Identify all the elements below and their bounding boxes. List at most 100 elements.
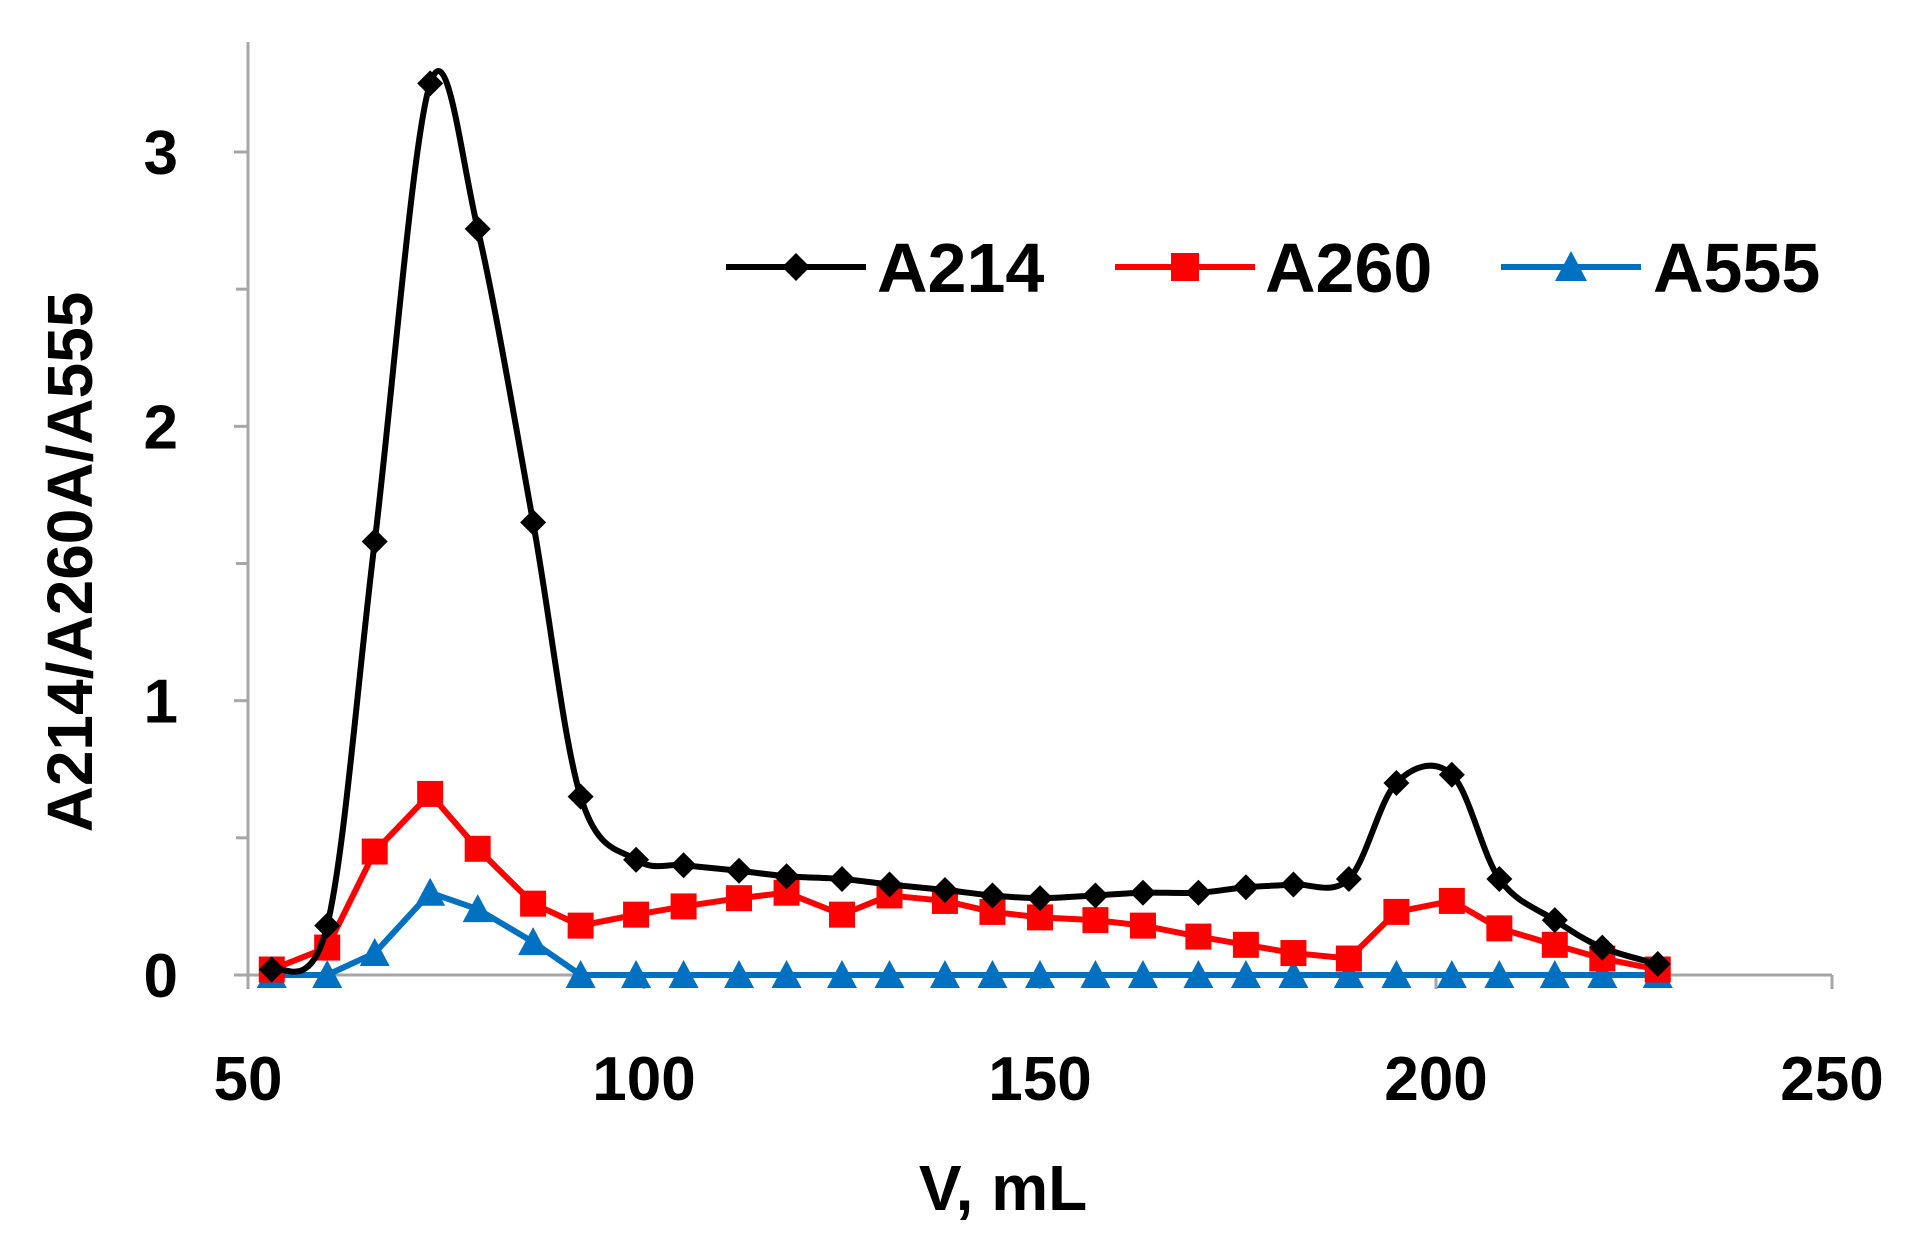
data-point-a260 <box>1280 940 1307 967</box>
data-point-a260 <box>567 912 594 939</box>
data-point-a555 <box>724 960 755 988</box>
data-point-a260 <box>829 901 855 928</box>
data-point-a214 <box>931 876 958 903</box>
data-point-a555 <box>1484 960 1515 988</box>
data-point-a214 <box>567 783 594 810</box>
x-tick-label: 100 <box>592 1045 695 1114</box>
data-point-a555 <box>1381 960 1412 988</box>
y-tick-label: 0 <box>144 942 178 1011</box>
data-point-a214 <box>1438 761 1465 788</box>
data-point-a260 <box>1383 898 1410 925</box>
x-tick-label: 200 <box>1384 1045 1487 1114</box>
data-point-a214 <box>1027 885 1053 912</box>
series-a214 <box>258 68 1671 983</box>
data-point-a260 <box>1185 923 1212 950</box>
data-point-a214 <box>314 912 341 939</box>
data-point-a260 <box>1438 887 1465 914</box>
data-point-a214 <box>1486 865 1513 892</box>
legend: A214 A260 A555 <box>726 229 1820 307</box>
data-point-a555 <box>668 960 699 988</box>
data-point-a214 <box>417 70 444 97</box>
data-point-a555 <box>874 960 905 988</box>
data-point-a214 <box>1185 879 1212 906</box>
axes: 0 1 2 3 50 100 150 200 250 <box>144 42 1884 1114</box>
data-point-a555 <box>1436 960 1467 988</box>
data-point-a214 <box>520 509 547 536</box>
data-point-a555 <box>415 877 446 906</box>
data-point-a214 <box>876 871 903 898</box>
legend-item-a214: A214 <box>726 229 1044 307</box>
data-point-a555 <box>771 960 802 988</box>
data-point-a214 <box>773 863 800 890</box>
y-tick-label: 2 <box>144 393 178 462</box>
data-point-a555 <box>929 960 960 988</box>
data-point-a214 <box>979 882 1006 909</box>
data-point-a555 <box>1230 960 1261 988</box>
series-line-a260 <box>270 790 1659 973</box>
data-point-a260 <box>1335 945 1362 972</box>
data-point-a214 <box>1541 907 1568 934</box>
data-point-a555 <box>1333 960 1364 988</box>
data-point-a260 <box>670 893 697 920</box>
x-tick-label: 250 <box>1780 1045 1883 1114</box>
data-point-a214 <box>829 865 855 892</box>
data-point-a214 <box>1280 871 1307 898</box>
data-point-a555 <box>1080 960 1111 988</box>
data-point-a555 <box>827 960 857 988</box>
series-a555 <box>256 877 1673 988</box>
data-point-a214 <box>1644 951 1671 978</box>
data-point-a214 <box>361 528 388 555</box>
legend-item-a555: A555 <box>1501 229 1820 307</box>
legend-marker <box>782 253 810 281</box>
data-point-a260 <box>1541 931 1568 958</box>
data-point-a260 <box>1129 912 1156 939</box>
y-axis-title: A214/A260A/A555 <box>34 292 106 833</box>
series-line-a555 <box>271 889 1658 978</box>
x-tick-label: 150 <box>988 1045 1091 1114</box>
data-point-a555 <box>518 927 549 956</box>
data-point-a260 <box>1232 931 1259 958</box>
legend-marker <box>1171 253 1199 281</box>
data-point-a214 <box>726 857 753 884</box>
data-point-a555 <box>621 960 652 988</box>
legend-marker <box>1555 251 1587 281</box>
plot-area <box>256 68 1673 988</box>
data-point-a214 <box>1335 865 1362 892</box>
data-point-a214 <box>258 956 285 983</box>
data-point-a555 <box>1539 960 1570 988</box>
legend-item-a260: A260 <box>1115 229 1432 307</box>
data-point-a260 <box>1082 907 1109 934</box>
data-point-a555 <box>565 960 596 988</box>
data-point-a555 <box>1587 960 1618 988</box>
x-tick-label: 50 <box>214 1045 283 1114</box>
y-tick-label: 3 <box>144 119 178 188</box>
y-tick-label: 1 <box>144 668 178 737</box>
data-point-a555 <box>312 960 343 988</box>
legend-label: A260 <box>1265 229 1432 307</box>
data-point-a260 <box>1486 915 1513 942</box>
data-point-a555 <box>977 960 1008 988</box>
data-point-a214 <box>623 846 650 873</box>
data-point-a214 <box>1383 769 1410 796</box>
data-point-a260 <box>726 885 753 912</box>
data-point-a214 <box>1129 879 1156 906</box>
data-point-a260 <box>520 890 547 917</box>
data-point-a555 <box>359 938 390 967</box>
x-axis-title: V, mL <box>919 1152 1087 1224</box>
data-point-a214 <box>1232 874 1259 901</box>
data-point-a260 <box>623 901 650 928</box>
data-point-a555 <box>1278 960 1309 988</box>
data-point-a555 <box>1183 960 1214 988</box>
data-point-a555 <box>1127 960 1158 988</box>
series-a260 <box>258 780 1671 983</box>
data-point-a214 <box>1589 934 1616 961</box>
data-point-a214 <box>464 215 491 242</box>
data-point-a214 <box>1082 882 1109 909</box>
data-point-a260 <box>361 838 388 865</box>
data-point-a260 <box>464 835 491 862</box>
data-point-a260 <box>417 780 444 807</box>
data-point-a214 <box>670 852 697 879</box>
data-point-a555 <box>462 894 493 923</box>
data-point-a555 <box>1025 960 1055 988</box>
